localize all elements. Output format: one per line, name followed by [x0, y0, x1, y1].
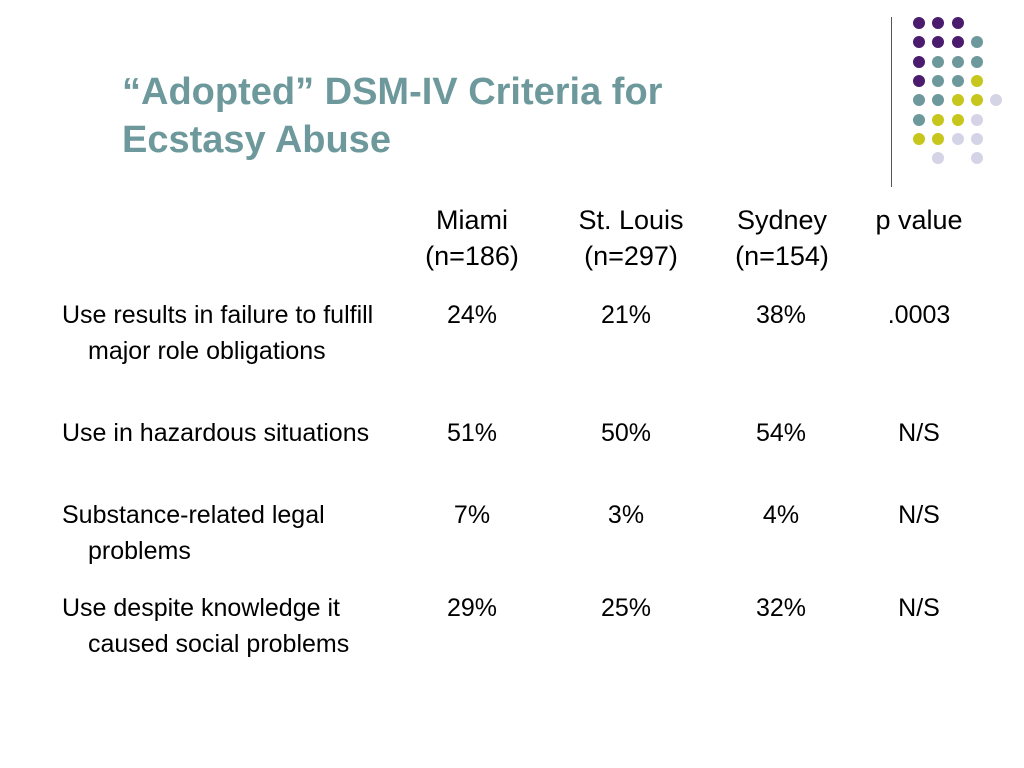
table-cell: .0003 — [887, 301, 951, 329]
decorative-dot — [932, 74, 945, 87]
table-cell: N/S — [898, 501, 940, 529]
slide-title-line-1: “Adopted” DSM-IV Criteria for — [122, 71, 663, 113]
column-header-n: (n=297) — [584, 241, 678, 271]
decorative-dot — [913, 17, 925, 29]
column-header-n: (n=186) — [425, 241, 519, 271]
table-cell: 3% — [607, 501, 645, 529]
decorative-dot — [932, 132, 945, 145]
column-header-name: p value — [875, 205, 963, 235]
row-label: Use despite knowledge it caused social p… — [62, 594, 350, 658]
table-cell: 29% — [446, 594, 498, 622]
row-label: Use in hazardous situations — [62, 419, 370, 447]
decorative-dot — [913, 36, 925, 49]
table-cell: 24% — [446, 301, 498, 329]
slide-title: “Adopted” DSM-IV Criteria for Ecstasy Ab… — [122, 68, 842, 164]
table-cell: N/S — [898, 419, 940, 447]
decorative-dot — [951, 74, 964, 87]
table-cell: 50% — [600, 419, 652, 447]
column-header-sydney: Sydney (n=154) — [707, 202, 857, 274]
column-header-name: Miami — [436, 205, 508, 235]
decorative-dot — [932, 94, 945, 107]
table-cell: 54% — [755, 419, 807, 447]
decorative-dot — [970, 36, 983, 49]
column-header-miami: Miami (n=186) — [397, 202, 547, 274]
table-cell: 38% — [755, 301, 807, 329]
decorative-dot — [970, 132, 983, 145]
table-cell: 7% — [453, 501, 491, 529]
row-label: Substance-related legal problems — [62, 501, 325, 565]
column-header-p-value: p value — [844, 202, 994, 238]
column-header-n: (n=154) — [735, 241, 829, 271]
column-header-name: Sydney — [736, 205, 828, 235]
table-cell: 25% — [600, 594, 652, 622]
decorative-dot — [951, 113, 964, 126]
decorative-dot — [932, 113, 945, 126]
decorative-dot — [913, 113, 925, 126]
table-cell: 51% — [446, 419, 498, 447]
table-cell: 4% — [762, 501, 800, 529]
decorative-dot — [970, 152, 983, 165]
decorative-dot — [932, 17, 945, 29]
slide-title-line-2: Ecstasy Abuse — [122, 119, 391, 161]
row-label: Use results in failure to fulfill major … — [62, 301, 374, 365]
decorative-dot — [951, 94, 964, 107]
decorative-dot — [970, 55, 983, 68]
decorative-dot — [913, 132, 925, 145]
decorative-dot — [951, 132, 964, 145]
decorative-dot — [951, 17, 964, 29]
decorative-dot — [913, 55, 925, 68]
decorative-dot — [951, 36, 964, 49]
table-cell: N/S — [898, 594, 940, 622]
decorative-dot — [970, 94, 983, 107]
decorative-dot — [932, 36, 945, 49]
decorative-dot — [951, 55, 964, 68]
divider-line — [891, 17, 892, 187]
column-header-st-louis: St. Louis (n=297) — [556, 202, 706, 274]
decorative-dot — [932, 55, 945, 68]
decorative-dot — [970, 113, 983, 126]
table-cell: 32% — [755, 594, 807, 622]
decorative-dot — [970, 74, 983, 87]
table-cell: 21% — [600, 301, 652, 329]
decorative-dot — [913, 74, 925, 87]
column-header-name: St. Louis — [578, 205, 684, 235]
decorative-dot — [932, 152, 945, 165]
decorative-dot — [913, 94, 925, 107]
decorative-dot — [990, 94, 1003, 107]
